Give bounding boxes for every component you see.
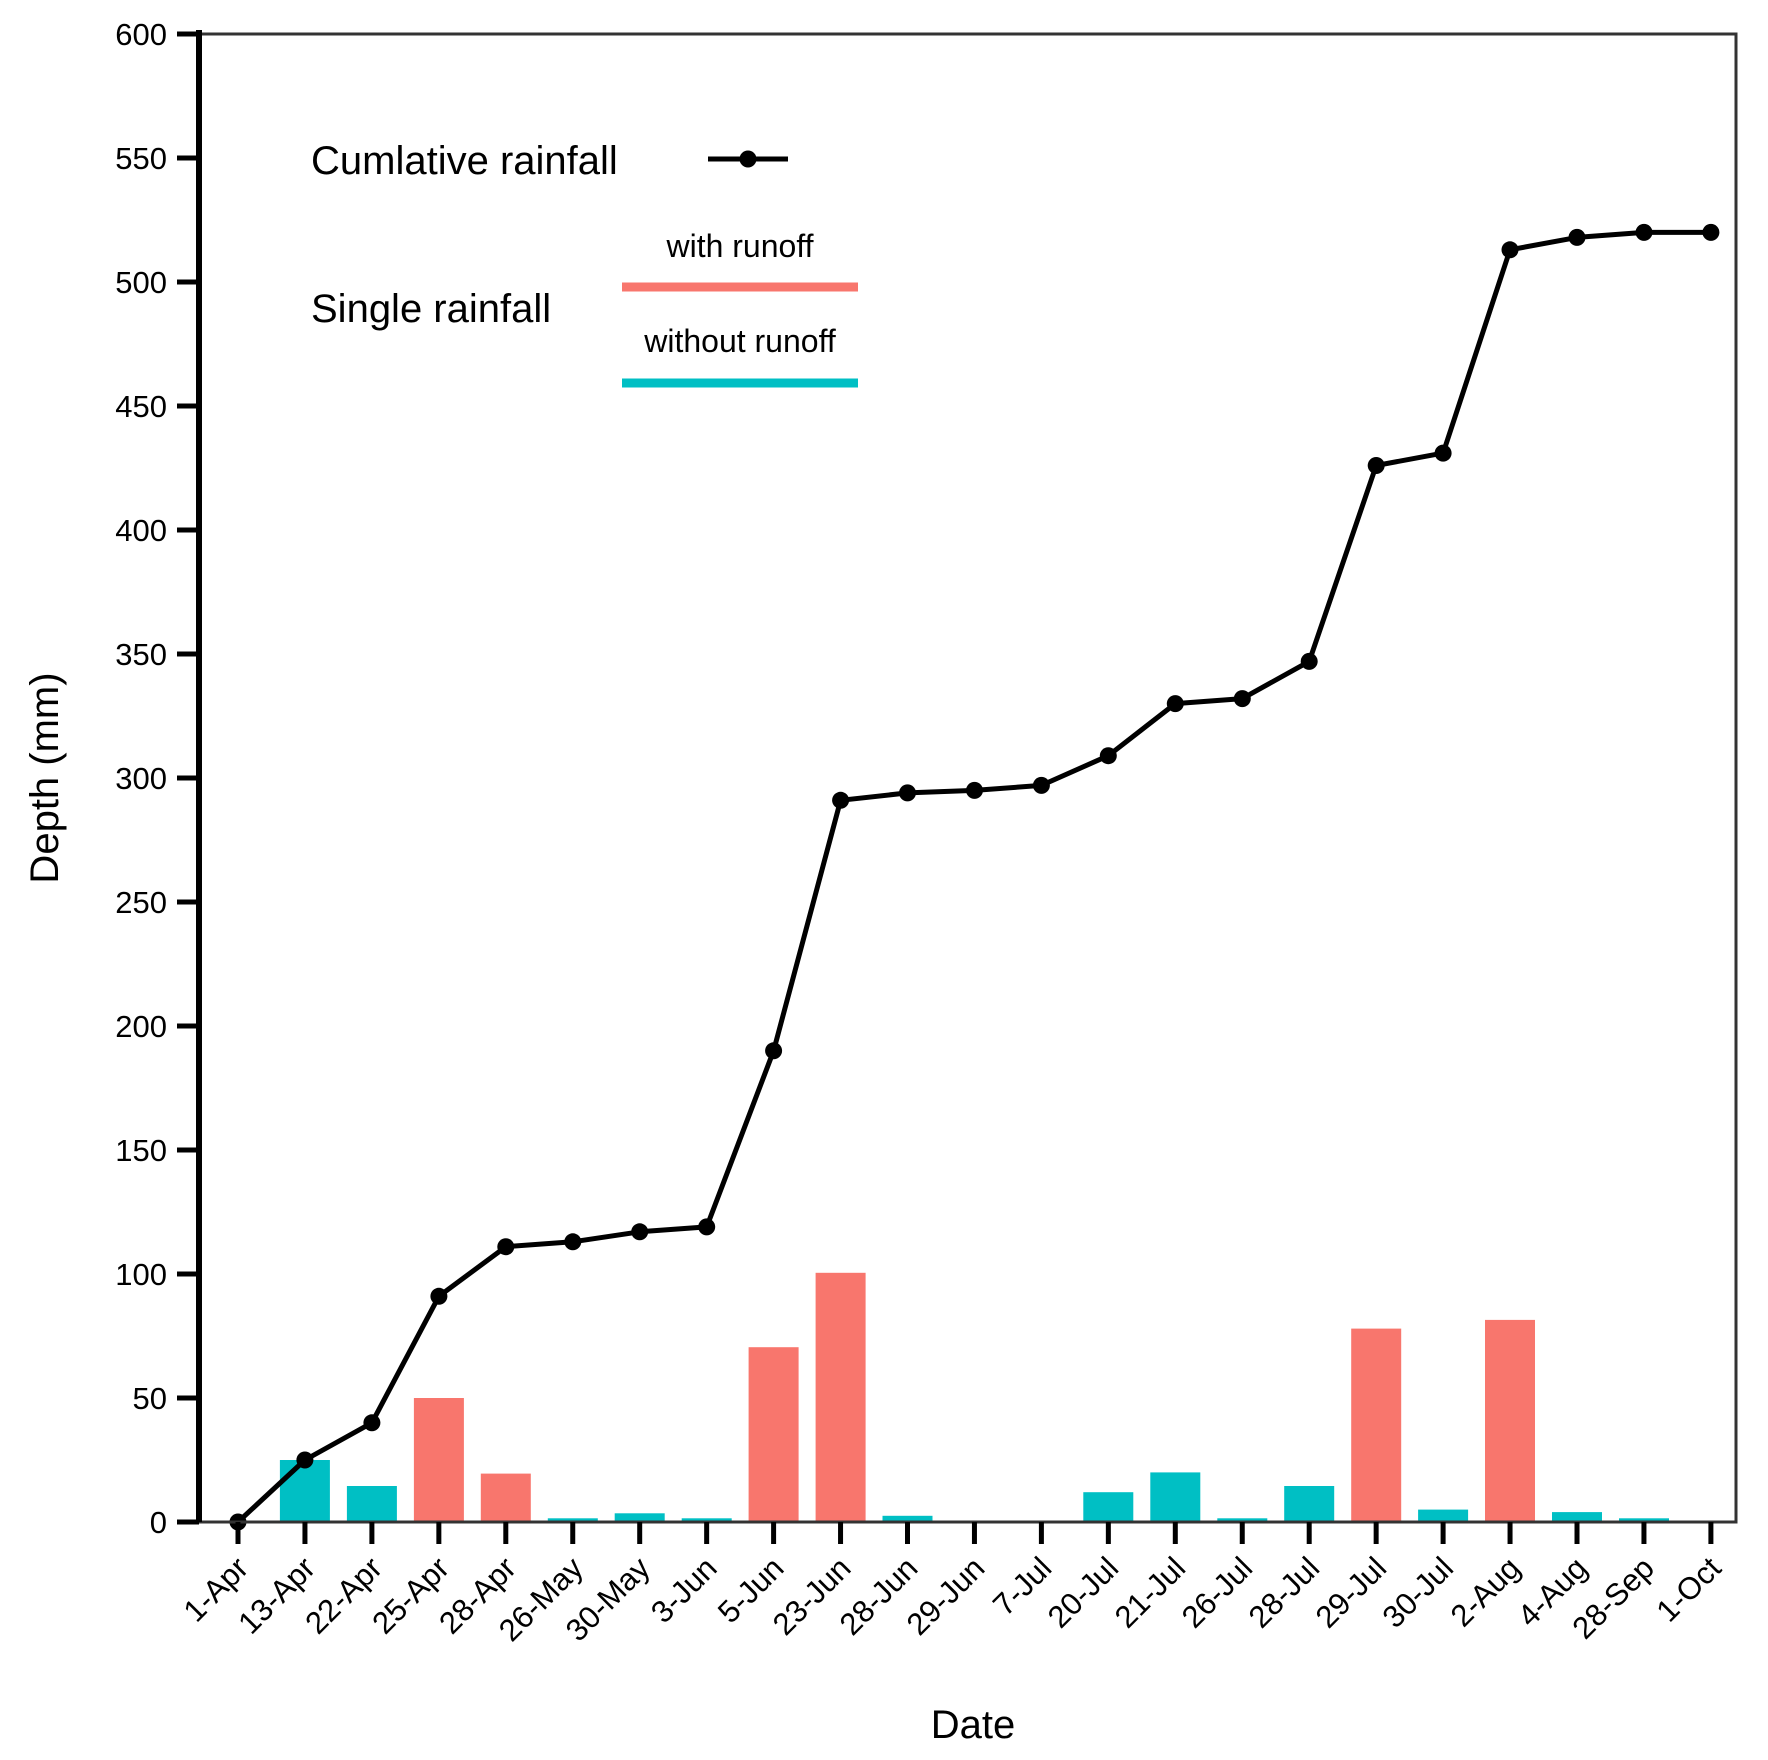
bar-28-Sep (1619, 1518, 1669, 1522)
legend-line-marker (739, 150, 757, 168)
line-point-29-Jul (1367, 457, 1385, 474)
legend: Cumlative rainfall Single rainfall with … (311, 139, 858, 388)
bar-2-Aug (1485, 1319, 1535, 1522)
y-axis-title: Depth (mm) (23, 672, 67, 883)
bar-25-Apr (413, 1398, 464, 1522)
bar-28-Jul (1284, 1486, 1335, 1522)
line-point-30-May (631, 1223, 649, 1241)
bar-30-Jul (1418, 1509, 1469, 1522)
bar-28-Apr (480, 1473, 531, 1522)
y-tick-label-100: 100 (115, 1257, 167, 1292)
line-point-20-Jul (1099, 747, 1117, 765)
bar-5-Jun (748, 1347, 799, 1522)
bar-28-Jun (882, 1515, 933, 1522)
line-point-22-Apr (363, 1414, 381, 1432)
line-point-28-Apr (497, 1238, 515, 1256)
line-point-28-Jul (1300, 652, 1318, 670)
bar-series (279, 1272, 1669, 1522)
y-tick-label-350: 350 (115, 637, 167, 672)
line-point-29-Jun (966, 781, 983, 799)
line-point-13-Apr (296, 1451, 314, 1469)
y-axis: 0 50 100 150 200 250 300 350 400 450 500 550 600 (115, 17, 199, 1540)
y-tick-label-50: 50 (133, 1381, 167, 1416)
y-tick-label-600: 600 (115, 17, 167, 52)
y-tick-label-450: 450 (115, 389, 167, 424)
bar-13-Apr (279, 1460, 330, 1522)
line-point-30-Jul (1434, 444, 1452, 462)
bar-22-Apr (346, 1486, 397, 1522)
legend-with-runoff-label: with runoff (665, 228, 813, 264)
line-point-5-Jun (765, 1042, 783, 1060)
line-point-3-Jun (698, 1218, 716, 1236)
legend-without-runoff-label: without runoff (643, 323, 836, 359)
y-tick-label-500: 500 (115, 265, 167, 300)
bar-20-Jul (1083, 1492, 1134, 1522)
cumulative-line-series (229, 223, 1720, 1531)
line-point-25-Apr (430, 1287, 448, 1305)
line-point-21-Jul (1166, 695, 1184, 713)
bar-21-Jul (1150, 1472, 1201, 1522)
y-tick-label-250: 250 (115, 885, 167, 920)
line-point-1-Oct (1702, 223, 1720, 241)
y-tick-label-0: 0 (150, 1505, 167, 1540)
bar-23-Jun (815, 1272, 866, 1522)
bar-30-May (614, 1513, 665, 1522)
y-tick-label-150: 150 (115, 1133, 167, 1168)
line-point-7-Jul (1032, 776, 1050, 794)
y-tick-label-400: 400 (115, 513, 167, 548)
bar-26-May (547, 1518, 598, 1522)
bar-26-Jul (1217, 1518, 1268, 1522)
y-tick-label-300: 300 (115, 761, 167, 796)
line-point-28-Jun (899, 784, 916, 802)
line-point-23-Jun (832, 791, 850, 809)
bar-4-Aug (1552, 1512, 1602, 1522)
legend-cumulative-label: Cumlative rainfall (311, 139, 618, 183)
y-tick-label-200: 200 (115, 1009, 167, 1044)
y-tick-label-550: 550 (115, 141, 167, 176)
bar-29-Jul (1351, 1328, 1402, 1522)
line-point-28-Sep (1635, 223, 1653, 241)
legend-single-label: Single rainfall (311, 287, 551, 331)
x-axis-title: Date (931, 1703, 1016, 1747)
bar-3-Jun (681, 1518, 732, 1522)
line-point-2-Aug (1501, 241, 1519, 259)
line-point-26-May (564, 1233, 582, 1251)
line-point-4-Aug (1568, 228, 1586, 246)
line-point-26-Jul (1233, 690, 1251, 708)
